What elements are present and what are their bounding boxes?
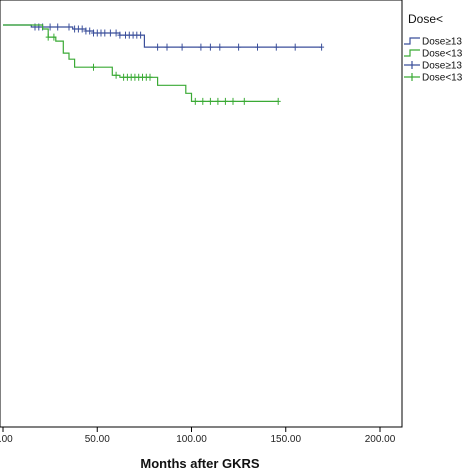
legend-entry: Dose≥13 (404, 37, 462, 48)
legend-label: Dose≥13 (422, 61, 462, 72)
plot-area (0, 0, 403, 428)
censor-mark (87, 27, 93, 35)
censor-mark (113, 29, 119, 37)
censor-mark (55, 23, 61, 31)
censor-mark (275, 97, 281, 105)
legend-censor-swatch (404, 61, 420, 69)
censor-mark (91, 63, 96, 71)
censor-mark (217, 43, 223, 51)
legend-entry: Dose<13 (404, 73, 463, 84)
censor-mark (164, 43, 170, 51)
legend-entry: Dose≥13 (404, 61, 462, 72)
censor-mark (51, 33, 57, 41)
censor-mark (179, 43, 185, 51)
censor-mark (207, 43, 213, 51)
censor-mark (138, 31, 144, 39)
censor-mark (107, 29, 113, 37)
censor-mark (255, 43, 260, 51)
legend-entry: Dose<13 (404, 49, 463, 60)
legend-label: Dose<13 (422, 49, 463, 60)
legend-label: Dose<13 (422, 73, 463, 84)
x-axis-title: Months after GKRS (140, 456, 260, 471)
censor-mark (319, 43, 325, 51)
legend-step-swatch (404, 49, 420, 57)
legend-step-swatch (404, 37, 420, 45)
x-tick-label: 0.00 (0, 434, 13, 445)
censor-mark (155, 43, 161, 51)
censor-mark (45, 33, 51, 41)
series-2 (3, 24, 281, 105)
censor-mark (273, 43, 279, 51)
censor-mark (207, 97, 213, 105)
legend-censor-swatch (404, 73, 420, 81)
x-tick-label: 200.00 (365, 434, 396, 445)
censor-mark (200, 97, 206, 105)
x-tick-label: 150.00 (270, 434, 301, 445)
censor-mark (292, 43, 298, 51)
censor-mark (117, 31, 123, 39)
x-tick-label: 50.00 (85, 434, 110, 445)
censor-mark (192, 97, 198, 105)
censor-mark (47, 23, 53, 31)
censor-mark (113, 71, 119, 79)
series-layer (3, 23, 325, 105)
censor-mark (236, 43, 242, 51)
censor-mark (102, 29, 108, 37)
censor-mark (230, 97, 236, 105)
censor-mark (241, 97, 247, 105)
x-axis: 0.00 50.00 100.00 150.00 200.00 (0, 427, 396, 445)
x-tick-label: 100.00 (176, 434, 207, 445)
legend-title: Dose< (408, 12, 443, 26)
censor-mark (79, 25, 85, 33)
censor-mark (215, 97, 221, 105)
censor-mark (147, 73, 153, 81)
censor-mark (222, 97, 228, 105)
censor-mark (198, 43, 204, 51)
censor-mark (66, 23, 72, 31)
legend-label: Dose≥13 (422, 37, 462, 48)
